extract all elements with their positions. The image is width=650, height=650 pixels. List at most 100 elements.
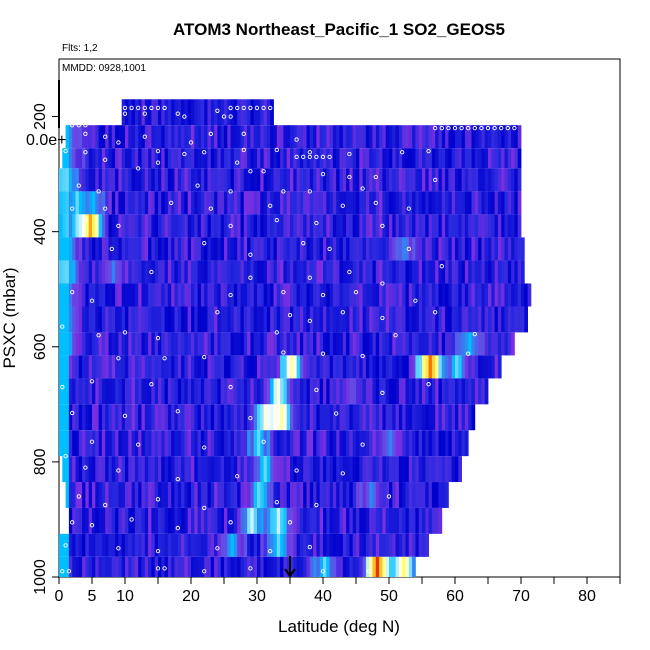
heatmap-cell <box>276 378 281 405</box>
heatmap-cell <box>144 456 149 483</box>
heatmap-cell <box>365 306 370 333</box>
heatmap-cell <box>359 260 363 284</box>
heatmap-cell <box>422 404 426 431</box>
heatmap-cell <box>356 430 360 457</box>
heatmap-cell <box>309 456 314 483</box>
heatmap-cell <box>108 556 113 577</box>
heatmap-cell <box>514 283 519 307</box>
heatmap-cell <box>497 260 502 284</box>
flight-point <box>142 134 147 139</box>
heatmap-cell <box>478 191 482 215</box>
heatmap-cell <box>517 214 522 238</box>
heatmap-cell <box>204 306 208 333</box>
x-axis: 0 5 10 20 30 40 50 60 70 80 <box>55 577 621 605</box>
heatmap-cell <box>293 168 297 192</box>
heatmap-cell <box>471 306 476 333</box>
flight-point <box>83 123 88 128</box>
flight-point <box>149 269 154 275</box>
heatmap-cell <box>250 306 255 333</box>
heatmap-cell <box>313 283 317 307</box>
heatmap-cell <box>131 556 136 577</box>
heatmap-cell <box>349 404 354 431</box>
heatmap-cell <box>478 168 482 192</box>
flight-point <box>76 123 81 128</box>
heatmap-cell <box>237 332 241 356</box>
heatmap-cell <box>220 533 225 557</box>
heatmap-cell <box>210 456 215 483</box>
heatmap-cell <box>412 456 416 483</box>
heatmap-cell <box>448 125 453 149</box>
heatmap-cell <box>290 430 294 457</box>
heatmap-cell <box>280 283 284 307</box>
heatmap-cell <box>362 332 367 356</box>
heatmap-cell <box>197 533 202 557</box>
heatmap-cell <box>240 482 245 508</box>
heatmap-cell <box>62 191 66 215</box>
heatmap-cell <box>177 237 182 261</box>
heatmap-cell <box>217 482 222 508</box>
flight-point <box>287 312 293 318</box>
heatmap-cell <box>82 237 86 261</box>
heatmap-cell <box>68 237 73 261</box>
heatmap-cell <box>365 191 370 215</box>
flight-point <box>155 160 161 165</box>
heatmap-cell <box>448 191 453 215</box>
heatmap-cell <box>128 404 132 431</box>
heatmap-cell <box>224 260 228 284</box>
heatmap-cell <box>88 482 93 508</box>
heatmap-cell <box>461 404 466 431</box>
heatmap-cell <box>105 456 109 483</box>
heatmap-cell <box>184 556 189 577</box>
heatmap-cell <box>171 332 175 356</box>
heatmap-cell <box>101 430 106 457</box>
heatmap-cell <box>224 378 228 405</box>
heatmap-cell <box>220 148 225 169</box>
heatmap-cell <box>101 355 106 379</box>
heatmap-cell <box>191 482 195 508</box>
heatmap-cell <box>319 237 324 261</box>
heatmap-cell <box>131 260 136 284</box>
heatmap-cell <box>471 260 476 284</box>
heatmap-cell <box>95 306 99 333</box>
heatmap-cell <box>247 482 251 508</box>
heatmap-cell <box>257 533 261 557</box>
heatmap-cell <box>164 355 169 379</box>
heatmap-cell <box>468 168 472 192</box>
heatmap-cell <box>448 404 453 431</box>
heatmap-cell <box>478 306 482 333</box>
flight-point <box>512 125 517 131</box>
heatmap-cell <box>392 482 396 508</box>
heatmap-cell <box>207 556 212 577</box>
heatmap-cell <box>323 482 327 508</box>
heatmap-cell <box>78 306 83 333</box>
heatmap-cell <box>161 332 165 356</box>
flight-point <box>60 324 65 329</box>
heatmap-cell <box>481 283 486 307</box>
flight-point <box>149 382 154 387</box>
flight-point <box>281 289 286 295</box>
heatmap-cell <box>141 260 146 284</box>
heatmap-cell <box>451 191 456 215</box>
heatmap-cell <box>177 355 182 379</box>
heatmap-cell <box>121 378 126 405</box>
heatmap-cell <box>171 482 175 508</box>
heatmap-cell <box>227 332 231 356</box>
flight-point <box>334 411 339 416</box>
flight-point <box>314 502 319 508</box>
heatmap-cell <box>365 168 370 192</box>
heatmap-cell <box>82 533 86 557</box>
heatmap-cell <box>342 283 347 307</box>
heatmap-cell <box>273 556 278 577</box>
heatmap-cell <box>121 168 126 192</box>
heatmap-cell <box>148 456 152 483</box>
heatmap-cell <box>488 355 492 379</box>
heatmap-cell <box>138 456 142 483</box>
heatmap-cell <box>346 125 350 149</box>
heatmap-cell <box>138 148 142 169</box>
heatmap-cell <box>59 306 63 333</box>
heatmap-cell <box>158 507 162 534</box>
heatmap-cell <box>455 430 459 457</box>
heatmap-cell <box>332 355 337 379</box>
heatmap-cell <box>290 237 294 261</box>
heatmap-cell <box>435 482 439 508</box>
